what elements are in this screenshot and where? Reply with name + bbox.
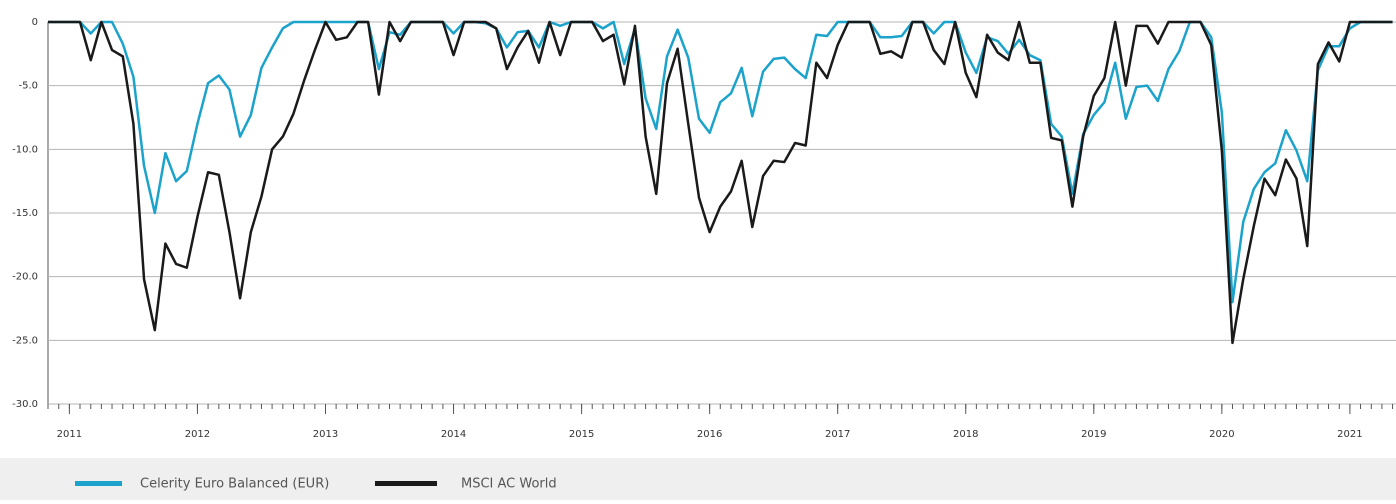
x-tick-label: 2019 [1081,429,1106,440]
x-tick-label: 2017 [825,429,850,440]
y-tick-label: -30.0 [12,399,38,410]
x-tick-label: 2012 [185,429,210,440]
legend-swatch [375,481,437,486]
y-tick-label: -15.0 [12,208,38,219]
x-tick-label: 2013 [313,429,338,440]
x-tick-label: 2011 [57,429,82,440]
legend-swatch [75,481,122,486]
y-tick-label: -20.0 [12,272,38,283]
x-tick-label: 2018 [953,429,978,440]
x-tick-label: 2021 [1337,429,1362,440]
y-tick-label: 0 [32,17,38,28]
legend-label: Celerity Euro Balanced (EUR) [140,477,329,492]
legend-background [0,458,1396,500]
legend-label: MSCI AC World [461,477,557,492]
y-tick-label: -10.0 [12,144,38,155]
x-tick-label: 2020 [1209,429,1234,440]
series-line [48,20,1393,345]
series-line [48,20,1393,304]
y-tick-label: -25.0 [12,335,38,346]
x-tick-label: 2015 [569,429,594,440]
y-tick-label: -5.0 [18,81,38,92]
x-tick-label: 2016 [697,429,722,440]
x-tick-label: 2014 [441,429,466,440]
